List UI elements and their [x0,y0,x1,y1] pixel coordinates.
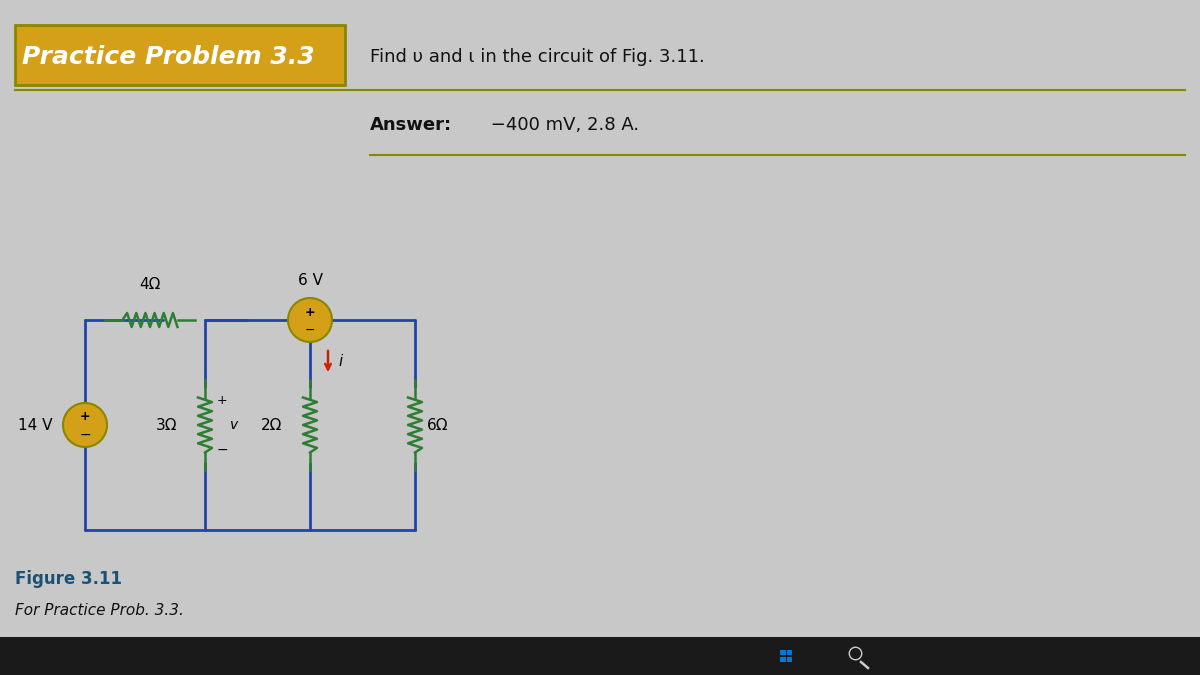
FancyBboxPatch shape [787,650,792,655]
Text: −400 mV, 2.8 A.: −400 mV, 2.8 A. [485,116,640,134]
Text: i: i [338,354,342,369]
Circle shape [288,298,332,342]
Text: v: v [230,418,239,432]
Text: +: + [217,394,228,406]
Text: 14 V: 14 V [18,418,53,433]
FancyBboxPatch shape [14,25,346,85]
Text: +: + [79,410,90,423]
Text: Figure 3.11: Figure 3.11 [14,570,122,588]
Text: −: − [305,323,316,337]
Text: 6Ω: 6Ω [427,418,449,433]
Text: −: − [217,443,229,457]
Text: Practice Problem 3.3: Practice Problem 3.3 [22,45,314,69]
FancyBboxPatch shape [787,657,792,662]
FancyBboxPatch shape [0,637,1200,675]
Text: 2Ω: 2Ω [260,418,282,433]
Text: Answer:: Answer: [370,116,452,134]
Text: 6 V: 6 V [298,273,323,288]
Text: −: − [79,428,91,442]
FancyBboxPatch shape [780,650,786,655]
Circle shape [64,403,107,447]
Text: For Practice Prob. 3.3.: For Practice Prob. 3.3. [14,603,184,618]
Text: 3Ω: 3Ω [156,418,178,433]
Text: +: + [305,306,316,319]
Text: 4Ω: 4Ω [139,277,161,292]
FancyBboxPatch shape [780,657,786,662]
Text: Find υ and ι in the circuit of Fig. 3.11.: Find υ and ι in the circuit of Fig. 3.11… [370,48,704,66]
